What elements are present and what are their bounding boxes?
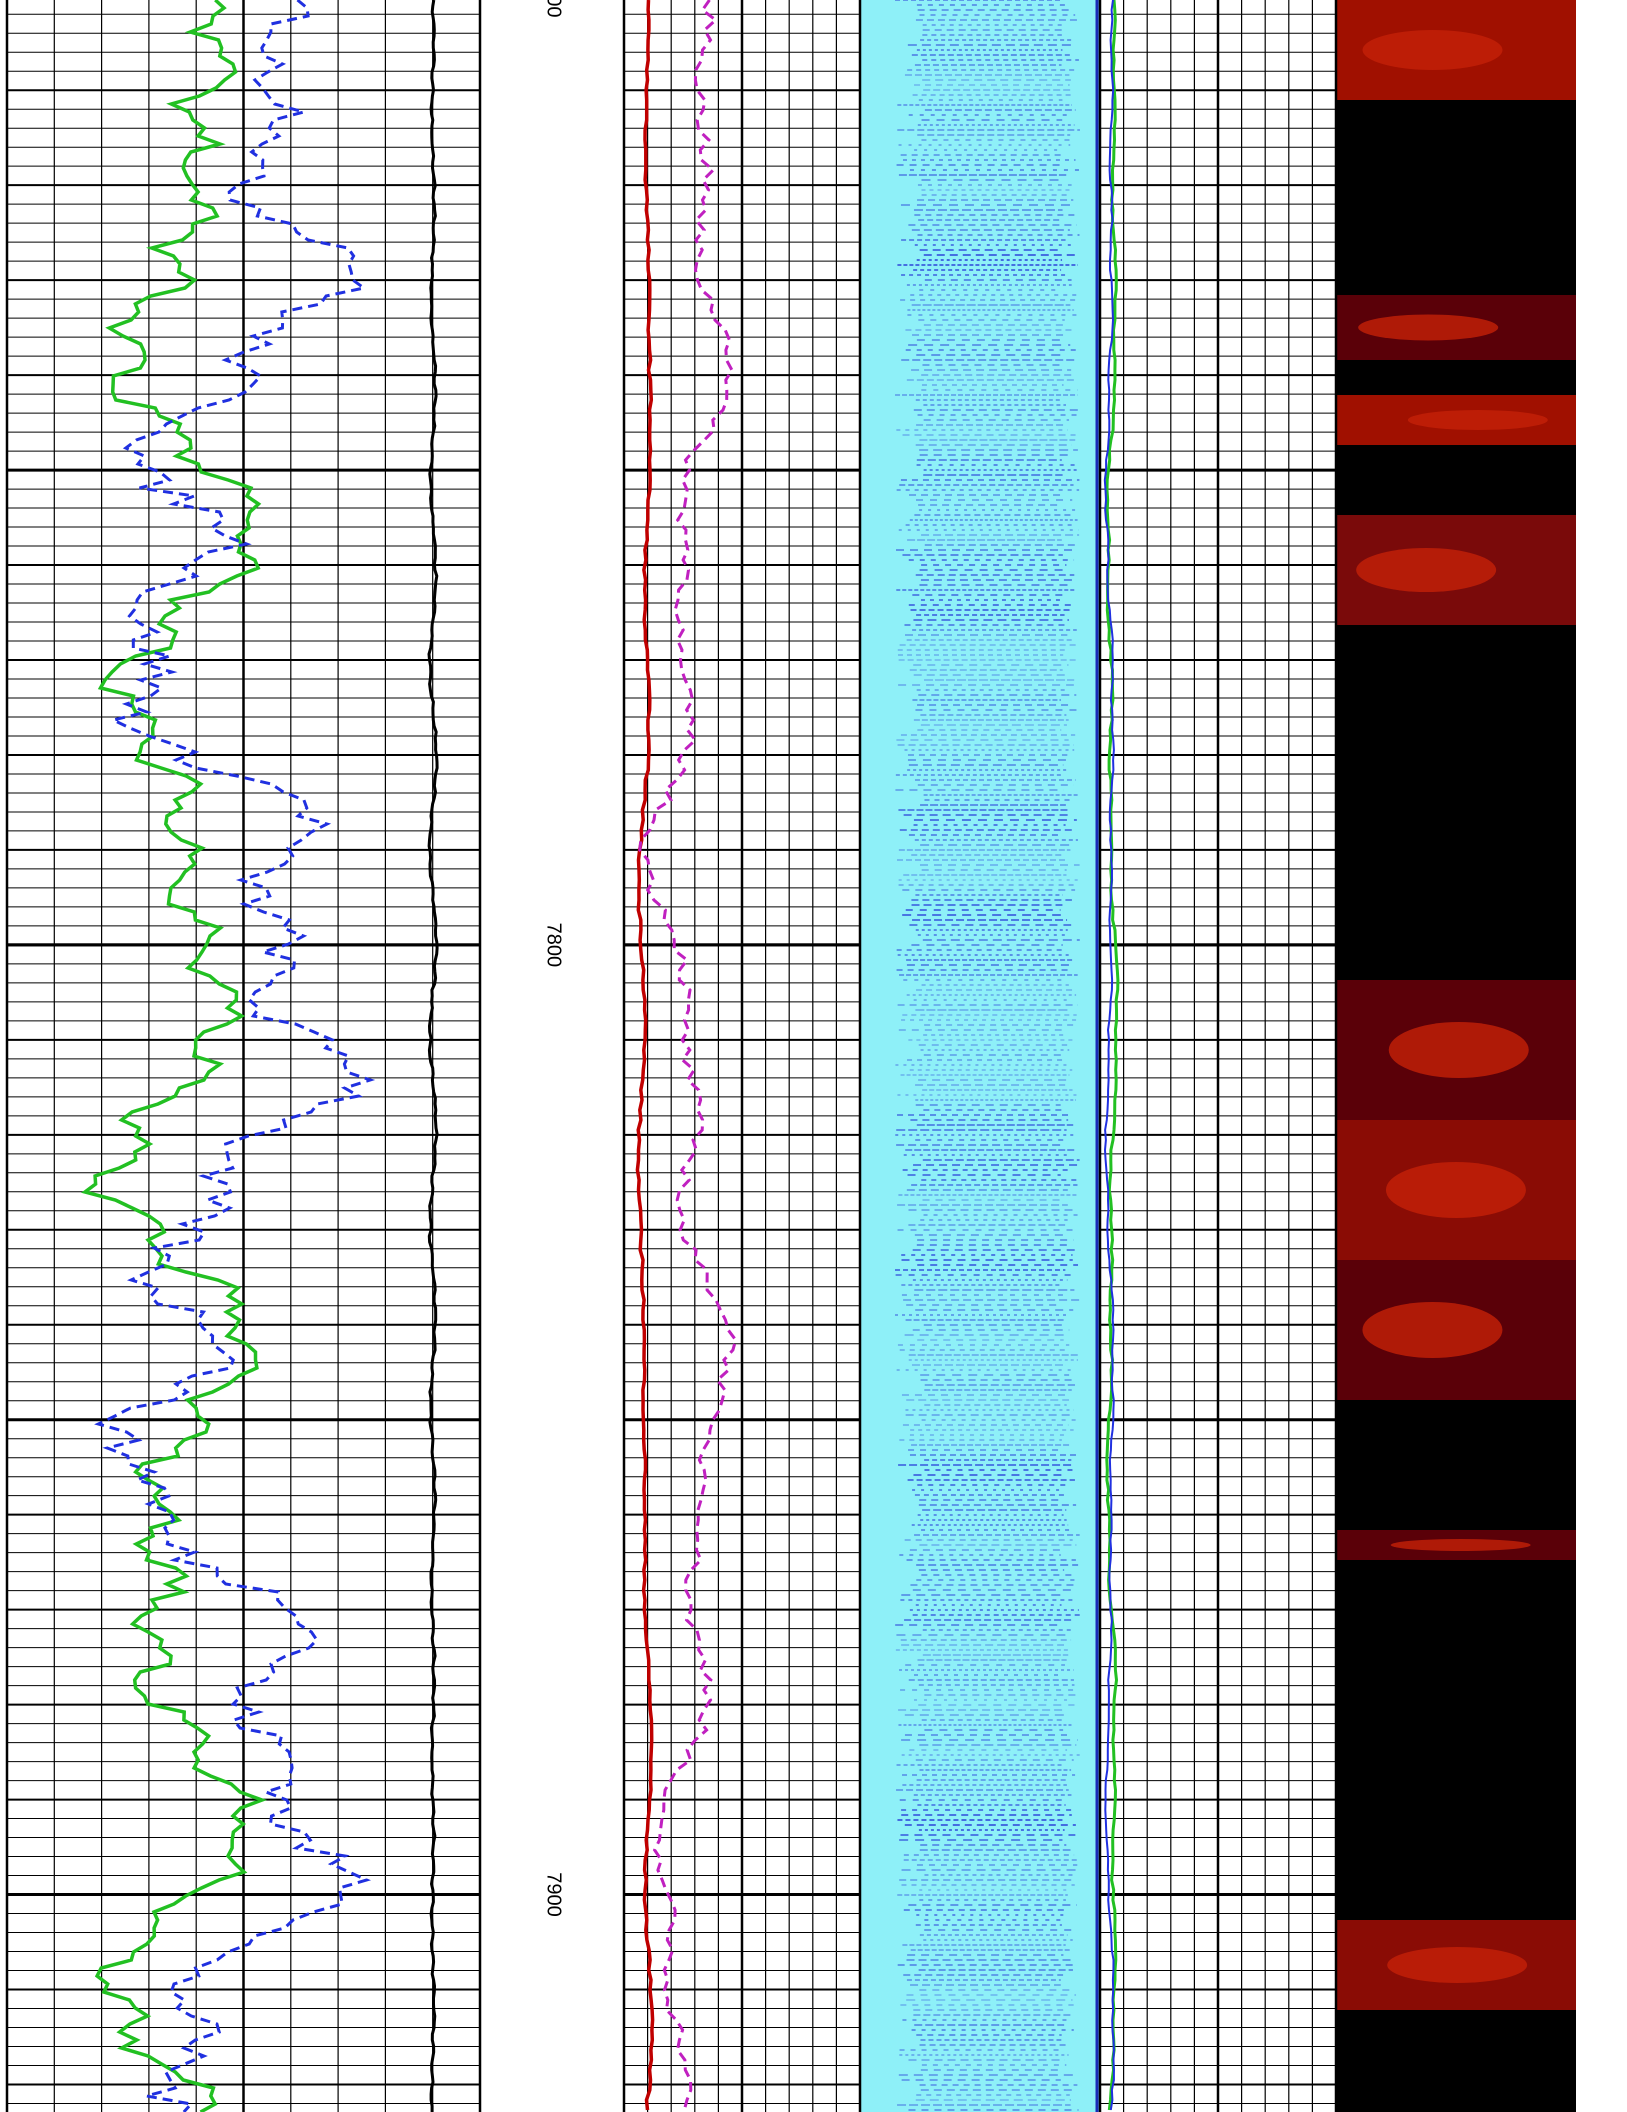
image-blob: [1358, 314, 1499, 341]
image-blob: [1362, 1302, 1503, 1358]
gamma-ray-curve: [81, 0, 268, 2112]
image-blob: [1362, 30, 1503, 70]
depth-label: 7800: [543, 923, 565, 968]
image-blob: [1385, 1162, 1526, 1218]
depth-label: 7900: [543, 1872, 565, 1917]
resistivity-shallow: [638, 0, 738, 2111]
track3-blue: [1103, 0, 1115, 2111]
image-blob: [1390, 1539, 1531, 1551]
depth-label: 7700: [543, 0, 565, 18]
caliper-spikes: [427, 0, 439, 2112]
image-track: [860, 0, 1100, 2112]
image-blob: [1388, 1022, 1529, 1078]
image-blob: [1387, 1947, 1528, 1983]
image-blob: [1356, 548, 1497, 592]
track3-green: [1105, 0, 1120, 2111]
resistivity-deep: [635, 0, 655, 2111]
image-blob: [1407, 410, 1548, 430]
